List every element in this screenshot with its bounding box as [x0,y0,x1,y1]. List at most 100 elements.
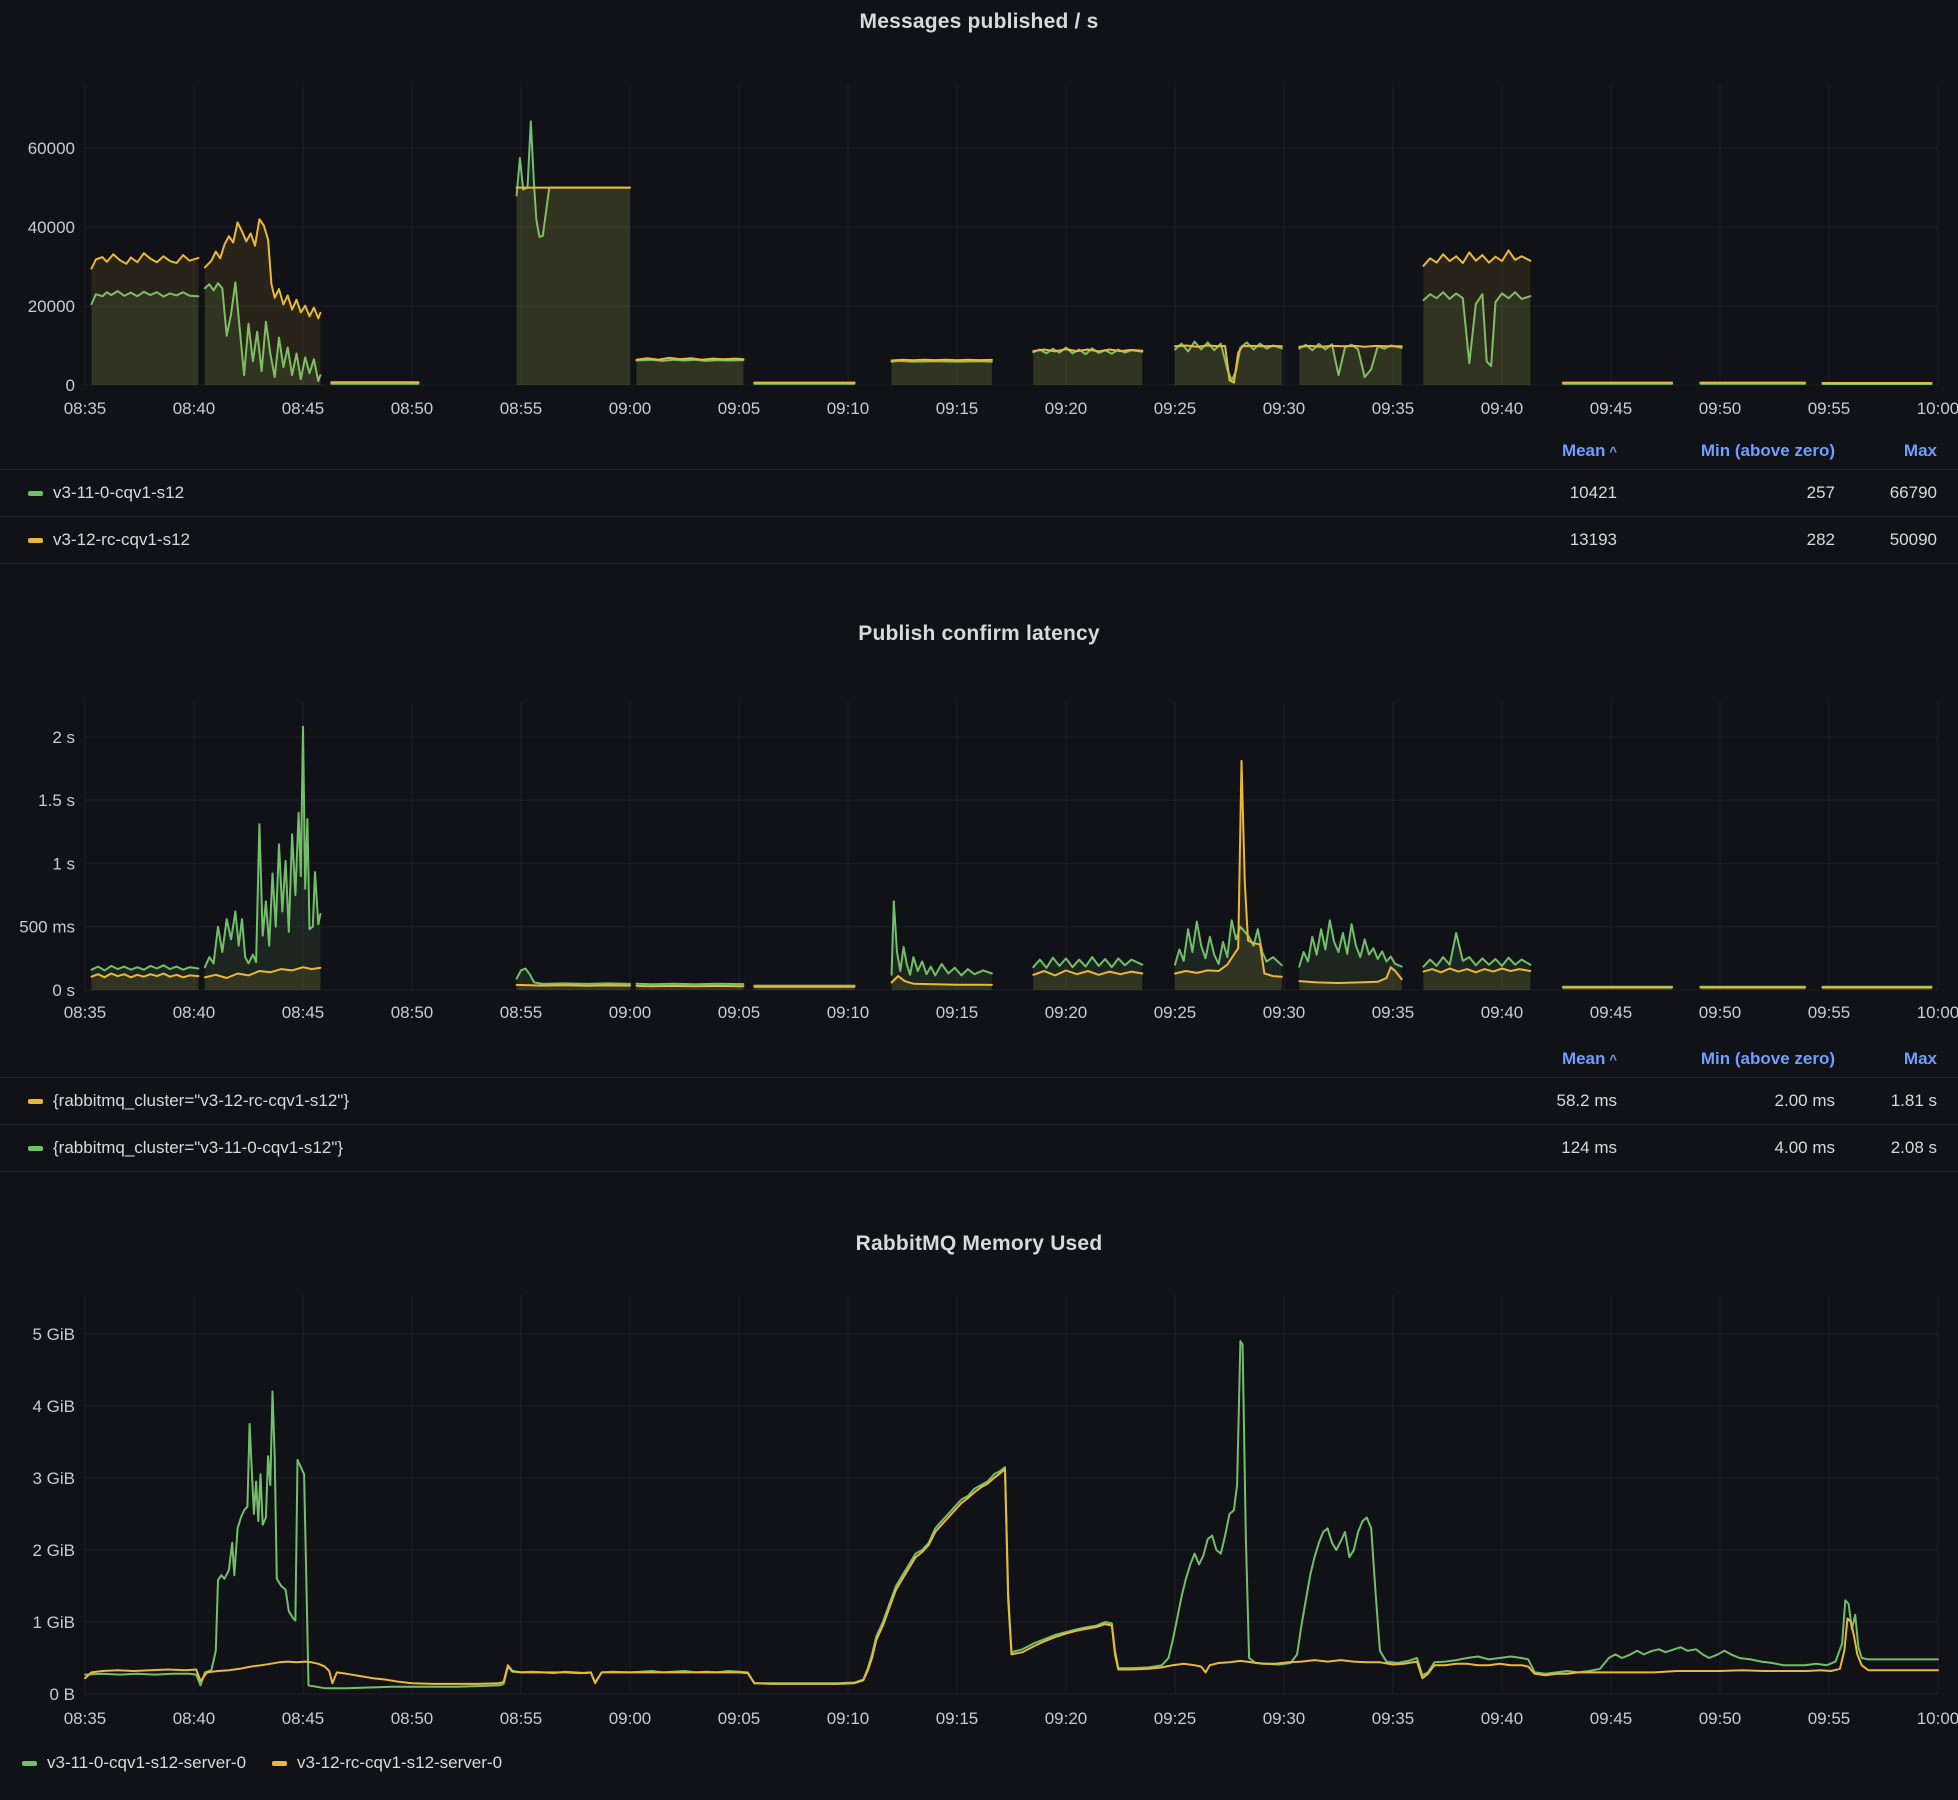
column-header-label: Mean [1561,440,1606,460]
legend-column-header-mean[interactable]: Mean ^ [1467,441,1617,461]
series-color-swatch [28,490,43,496]
legend-row: {rabbitmq_cluster="v3-11-0-cqv1-s12"} 124… [0,1125,1958,1172]
y-tick-label: 0 [66,376,75,395]
x-tick-label: 09:50 [1699,1709,1742,1728]
panel-publish-confirm-latency: Publish confirm latency 08:35 08:40 08:45 0… [0,592,1958,1208]
y-tick-label: 0 s [52,981,75,1000]
legend-series-toggle[interactable]: v3-11-0-cqv1-s12-server-0 [22,1753,246,1773]
legend-row: v3-12-rc-cqv1-s12 13193 282 50090 [0,517,1958,564]
x-tick-label: 08:40 [173,1709,216,1728]
y-tick-label: 5 GiB [32,1325,75,1344]
x-tick-label: 08:50 [391,399,434,418]
legend-column-header-min-above-zero-[interactable]: Min (above zero) [1645,1049,1835,1069]
x-tick-label: 08:35 [64,1709,107,1728]
legend-value: 50090 [1889,530,1937,549]
panel-title[interactable]: Messages published / s [859,10,1099,33]
legend-value: 4.00 ms [1774,1138,1835,1157]
legend-table: Mean ^ Min (above zero) Max v3-11-0-cqv1-s12… [0,432,1958,564]
x-tick-label: 08:55 [500,1709,543,1728]
legend-series-toggle[interactable]: v3-11-0-cqv1-s12 [28,483,1467,503]
x-tick-label: 09:50 [1699,399,1742,418]
y-axis-labels: 0 s 500 ms 1 s 1.5 s 2 s [19,728,75,1000]
y-tick-label: 1 GiB [32,1613,75,1632]
legend-series-toggle[interactable]: v3-12-rc-cqv1-s12-server-0 [272,1753,502,1773]
legend-header-row: Mean ^ Min (above zero) Max [0,1040,1958,1078]
column-header-label: Min (above zero) [1700,1048,1835,1068]
x-axis-labels: 08:35 08:40 08:45 08:50 08:55 09:00 09:05 09:10… [64,1709,1958,1728]
series-v3-12-rc-cqv1-s12 [90,186,1933,385]
y-tick-label: 2 GiB [32,1541,75,1560]
x-tick-label: 09:15 [936,399,979,418]
series-{rabbitmq_cluster="v3-12-rc-cqv1-s12"} [90,759,1933,990]
series-v3-12-rc-cqv1-s12-server-0 [84,1468,1939,1685]
panel-title[interactable]: RabbitMQ Memory Used [855,1232,1103,1255]
x-tick-label: 08:40 [173,399,216,418]
legend-value: 58.2 ms [1556,1091,1617,1110]
series-color-swatch [28,537,43,543]
x-tick-label: 08:45 [282,1003,325,1022]
x-axis-labels: 08:35 08:40 08:45 08:50 08:55 09:00 09:05 09:10… [64,399,1958,418]
legend-header-row: Mean ^ Min (above zero) Max [0,432,1958,470]
x-tick-label: 10:00 [1917,399,1958,418]
series-v3-11-0-cqv1-s12-server-0 [84,1340,1939,1690]
x-tick-label: 09:35 [1372,399,1415,418]
column-header-label: Max [1903,440,1937,460]
x-tick-label: 09:20 [1045,399,1088,418]
x-tick-label: 09:05 [718,1003,761,1022]
series-name: v3-12-rc-cqv1-s12 [53,530,190,549]
legend-value: 257 [1806,483,1835,502]
legend-column-header-min-above-zero-[interactable]: Min (above zero) [1645,441,1835,461]
panel-title[interactable]: Publish confirm latency [858,622,1100,645]
x-tick-label: 08:50 [391,1709,434,1728]
grid-lines [84,85,1939,386]
x-axis-labels: 08:35 08:40 08:45 08:50 08:55 09:00 09:05 09:10… [64,1003,1958,1022]
column-header-label: Min (above zero) [1700,440,1835,460]
x-tick-label: 09:40 [1481,1709,1524,1728]
y-tick-label: 500 ms [19,918,75,937]
y-tick-label: 3 GiB [32,1469,75,1488]
x-tick-label: 09:35 [1372,1003,1415,1022]
legend-value: 66790 [1889,483,1937,502]
legend-value: 124 ms [1561,1138,1617,1157]
timeseries-canvas[interactable]: 08:35 08:40 08:45 08:50 08:55 09:00 09:05 09:10… [0,1268,1958,1748]
series-color-swatch [22,1760,37,1766]
legend-series-toggle[interactable]: {rabbitmq_cluster="v3-11-0-cqv1-s12"} [28,1138,1467,1158]
y-tick-label: 40000 [28,218,75,237]
legend-value: 2.08 s [1890,1138,1937,1157]
x-tick-label: 08:55 [500,399,543,418]
y-tick-label: 1 s [52,854,75,873]
column-header-label: Max [1903,1048,1937,1068]
x-tick-label: 09:50 [1699,1003,1742,1022]
x-tick-label: 09:40 [1481,1003,1524,1022]
x-tick-label: 08:45 [282,399,325,418]
x-tick-label: 09:10 [827,1709,870,1728]
legend-column-header-max[interactable]: Max [1835,441,1937,461]
x-tick-label: 09:05 [718,1709,761,1728]
timeseries-canvas[interactable]: 08:35 08:40 08:45 08:50 08:55 09:00 09:05 09:10… [0,660,1958,1034]
x-tick-label: 09:25 [1154,399,1197,418]
series-color-swatch [28,1145,43,1151]
x-tick-label: 09:00 [609,1709,652,1728]
x-tick-label: 08:55 [500,1003,543,1022]
x-tick-label: 09:00 [609,1003,652,1022]
y-tick-label: 0 B [49,1685,75,1704]
series-color-swatch [272,1760,288,1766]
x-tick-label: 09:05 [718,399,761,418]
series-name: {rabbitmq_cluster="v3-11-0-cqv1-s12"} [53,1138,344,1157]
legend-list: v3-11-0-cqv1-s12-server-0 v3-12-rc-cqv1-s… [22,1753,502,1773]
series-v3-11-0-cqv1-s12 [90,120,1933,386]
x-tick-label: 09:20 [1045,1709,1088,1728]
legend-value: 282 [1806,530,1835,549]
legend-column-header-max[interactable]: Max [1835,1049,1937,1069]
legend-row: {rabbitmq_cluster="v3-12-rc-cqv1-s12"} 58… [0,1078,1958,1125]
y-tick-label: 20000 [28,297,75,316]
timeseries-canvas[interactable]: 08:35 08:40 08:45 08:50 08:55 09:00 09:05 09:10… [0,48,1958,428]
x-tick-label: 09:55 [1808,399,1851,418]
y-tick-label: 1.5 s [38,791,75,810]
legend-series-toggle[interactable]: v3-12-rc-cqv1-s12 [28,530,1467,550]
legend-series-toggle[interactable]: {rabbitmq_cluster="v3-12-rc-cqv1-s12"} [28,1091,1467,1111]
legend-column-header-mean[interactable]: Mean ^ [1467,1049,1617,1069]
legend-value: 13193 [1569,530,1617,549]
legend-table: Mean ^ Min (above zero) Max {rabbitmq_cluste… [0,1040,1958,1172]
x-tick-label: 09:00 [609,399,652,418]
